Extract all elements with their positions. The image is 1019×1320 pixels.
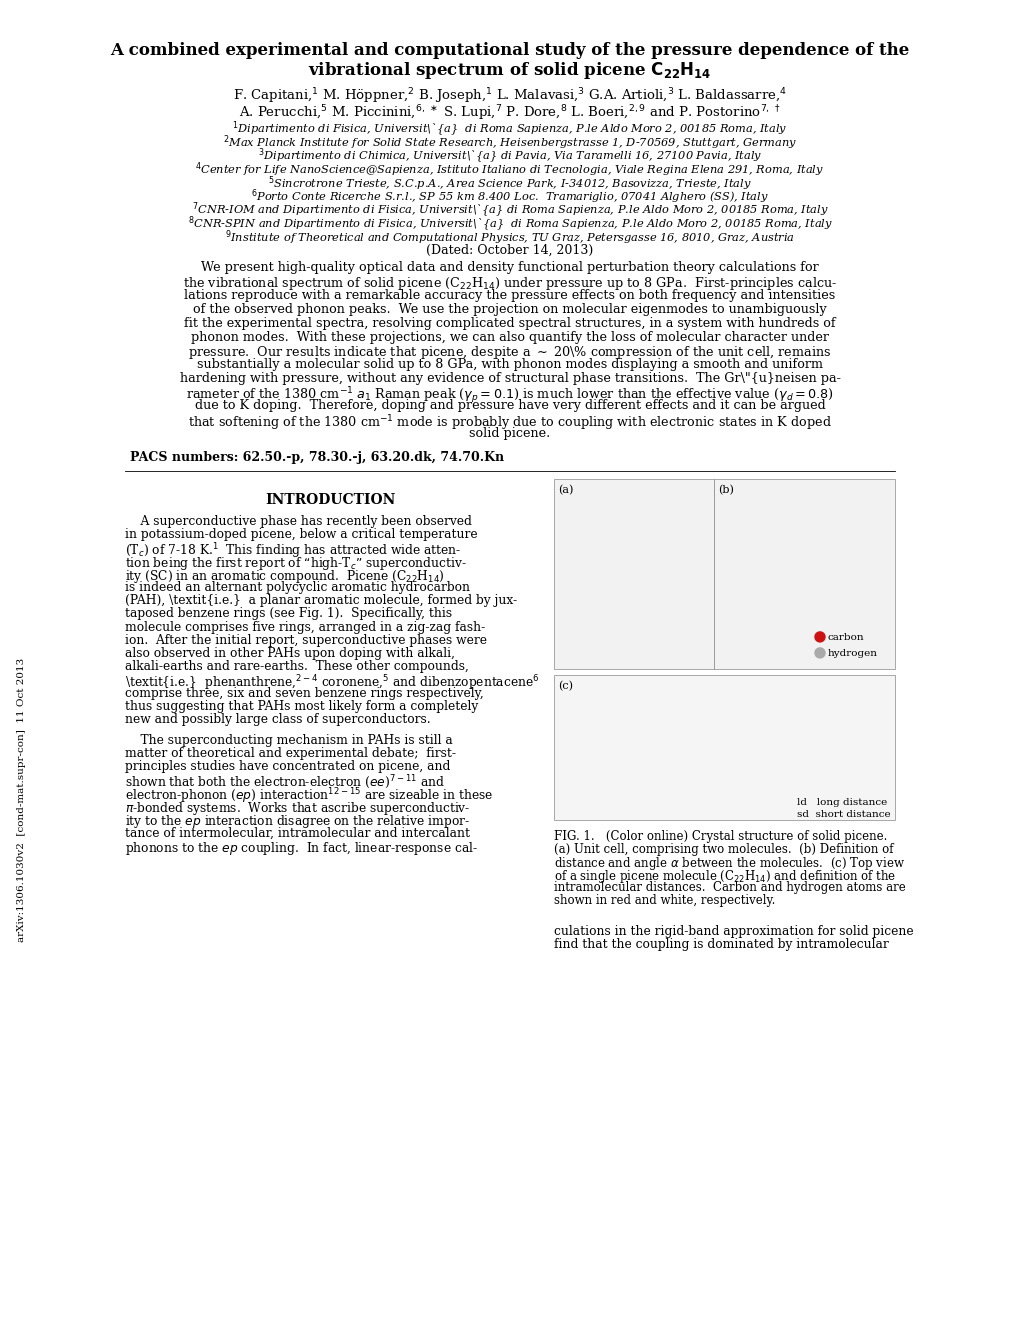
Text: new and possibly large class of superconductors.: new and possibly large class of supercon… bbox=[125, 713, 430, 726]
Text: (Dated: October 14, 2013): (Dated: October 14, 2013) bbox=[426, 243, 593, 256]
Text: A superconductive phase has recently been observed: A superconductive phase has recently bee… bbox=[125, 515, 472, 528]
Text: molecule comprises five rings, arranged in a zig-zag fash-: molecule comprises five rings, arranged … bbox=[125, 620, 485, 634]
Text: pressure.  Our results indicate that picene, despite a $\sim$ 20\% compression o: pressure. Our results indicate that pice… bbox=[189, 345, 830, 362]
Text: is indeed an alternant polycyclic aromatic hydrocarbon: is indeed an alternant polycyclic aromat… bbox=[125, 581, 470, 594]
Text: alkali-earths and rare-earths.  These other compounds,: alkali-earths and rare-earths. These oth… bbox=[125, 660, 469, 673]
Text: (a) Unit cell, comprising two molecules.  (b) Definition of: (a) Unit cell, comprising two molecules.… bbox=[553, 842, 893, 855]
Text: ld   long distance: ld long distance bbox=[796, 797, 887, 807]
Text: F. Capitani,$^1$ M. H$\ddot{\rm o}$ppner,$^2$ B. Joseph,$^1$ L. Malavasi,$^3$ G.: F. Capitani,$^1$ M. H$\ddot{\rm o}$ppner… bbox=[232, 86, 787, 106]
Text: ity to the $ep$ interaction disagree on the relative impor-: ity to the $ep$ interaction disagree on … bbox=[125, 813, 470, 830]
Text: $^6$Porto Conte Ricerche S.r.l., SP 55 km 8.400 Loc.  Tramariglio, 07041 Alghero: $^6$Porto Conte Ricerche S.r.l., SP 55 k… bbox=[251, 187, 768, 206]
Text: tance of intermolecular, intramolecular and intercalant: tance of intermolecular, intramolecular … bbox=[125, 826, 470, 840]
Text: substantially a molecular solid up to 8 GPa, with phonon modes displaying a smoo: substantially a molecular solid up to 8 … bbox=[197, 358, 822, 371]
Text: shown in red and white, respectively.: shown in red and white, respectively. bbox=[553, 894, 774, 907]
Text: FIG. 1.   (Color online) Crystal structure of solid picene.: FIG. 1. (Color online) Crystal structure… bbox=[553, 830, 887, 843]
Text: hardening with pressure, without any evidence of structural phase transitions.  : hardening with pressure, without any evi… bbox=[179, 372, 840, 385]
Text: of the observed phonon peaks.  We use the projection on molecular eigenmodes to : of the observed phonon peaks. We use the… bbox=[193, 302, 826, 315]
Text: lations reproduce with a remarkable accuracy the pressure effects on both freque: lations reproduce with a remarkable accu… bbox=[184, 289, 835, 302]
Text: ity (SC) in an aromatic compound.  Picene (C$_{22}$H$_{14}$): ity (SC) in an aromatic compound. Picene… bbox=[125, 568, 444, 585]
Text: $^5$Sincrotrone Trieste, S.C.p.A., Area Science Park, I-34012, Basovizza, Triest: $^5$Sincrotrone Trieste, S.C.p.A., Area … bbox=[268, 174, 751, 193]
Circle shape bbox=[814, 648, 824, 657]
Text: \textit{i.e.}  phenanthrene,$^{2-4}$ coronene,$^5$ and dibenzopentacene$^6$: \textit{i.e.} phenanthrene,$^{2-4}$ coro… bbox=[125, 673, 539, 693]
Text: $^3$Dipartimento di Chimica, Universit\`{a} di Pavia, Via Taramelli 16, 27100 Pa: $^3$Dipartimento di Chimica, Universit\`… bbox=[258, 147, 761, 166]
Text: A. Perucchi,$^5$ M. Piccinini,$^{6,\,\ast}$ S. Lupi,$^7$ P. Dore,$^8$ L. Boeri,$: A. Perucchi,$^5$ M. Piccinini,$^{6,\,\as… bbox=[239, 103, 780, 123]
Text: $^4$Center for Life NanoScience@Sapienza, Istituto Italiano di Tecnologia, Viale: $^4$Center for Life NanoScience@Sapienza… bbox=[196, 161, 823, 180]
Text: solid picene.: solid picene. bbox=[469, 428, 550, 440]
Text: $^9$Institute of Theoretical and Computational Physics, TU Graz, Petersgasse 16,: $^9$Institute of Theoretical and Computa… bbox=[225, 228, 794, 247]
Text: phonon modes.  With these projections, we can also quantify the loss of molecula: phonon modes. With these projections, we… bbox=[191, 330, 828, 343]
Text: The superconducting mechanism in PAHs is still a: The superconducting mechanism in PAHs is… bbox=[125, 734, 452, 747]
Text: We present high-quality optical data and density functional perturbation theory : We present high-quality optical data and… bbox=[201, 261, 818, 275]
Text: culations in the rigid-band approximation for solid picene: culations in the rigid-band approximatio… bbox=[553, 925, 913, 937]
Text: ion.  After the initial report, superconductive phases were: ion. After the initial report, supercond… bbox=[125, 634, 486, 647]
Text: (T$_c$) of 7-18 K.$^1$  This finding has attracted wide atten-: (T$_c$) of 7-18 K.$^1$ This finding has … bbox=[125, 541, 461, 561]
Text: distance and angle $\alpha$ between the molecules.  (c) Top view: distance and angle $\alpha$ between the … bbox=[553, 855, 904, 873]
Text: rameter of the 1380 cm$^{-1}$ $a_1$ Raman peak ($\gamma_p = 0.1$) is much lower : rameter of the 1380 cm$^{-1}$ $a_1$ Rama… bbox=[185, 385, 834, 407]
Text: electron-phonon ($ep$) interaction$^{12-15}$ are sizeable in these: electron-phonon ($ep$) interaction$^{12-… bbox=[125, 787, 493, 807]
Bar bbox=[713, 479, 894, 669]
Text: A combined experimental and computational study of the pressure dependence of th: A combined experimental and computationa… bbox=[110, 42, 909, 59]
Text: arXiv:1306.1030v2  [cond-mat.supr-con]  11 Oct 2013: arXiv:1306.1030v2 [cond-mat.supr-con] 11… bbox=[17, 657, 26, 942]
Text: due to K doping.  Therefore, doping and pressure have very different effects and: due to K doping. Therefore, doping and p… bbox=[195, 400, 824, 412]
Text: $\pi$-bonded systems.  Works that ascribe superconductiv-: $\pi$-bonded systems. Works that ascribe… bbox=[125, 800, 470, 817]
Bar bbox=[553, 479, 713, 669]
Text: (c): (c) bbox=[557, 681, 573, 692]
Text: comprise three, six and seven benzene rings respectively,: comprise three, six and seven benzene ri… bbox=[125, 686, 483, 700]
Text: phonons to the $ep$ coupling.  In fact, linear-response cal-: phonons to the $ep$ coupling. In fact, l… bbox=[125, 840, 478, 857]
Text: principles studies have concentrated on picene, and: principles studies have concentrated on … bbox=[125, 760, 450, 774]
Text: vibrational spectrum of solid picene $\mathbf{C_{22}H_{14}}$: vibrational spectrum of solid picene $\m… bbox=[308, 59, 711, 81]
Text: $^7$CNR-IOM and Dipartimento di Fisica, Universit\`{a} di Roma Sapienza, P.le Al: $^7$CNR-IOM and Dipartimento di Fisica, … bbox=[192, 201, 827, 220]
Text: sd  short distance: sd short distance bbox=[796, 810, 890, 818]
Text: carbon: carbon bbox=[827, 632, 864, 642]
Text: the vibrational spectrum of solid picene (C$_{22}$H$_{14}$) under pressure up to: the vibrational spectrum of solid picene… bbox=[182, 276, 837, 292]
Text: also observed in other PAHs upon doping with alkali,: also observed in other PAHs upon doping … bbox=[125, 647, 454, 660]
Text: of a single picene molecule (C$_{22}$H$_{14}$) and definition of the: of a single picene molecule (C$_{22}$H$_… bbox=[553, 869, 896, 886]
Text: (PAH), \textit{i.e.}  a planar aromatic molecule, formed by jux-: (PAH), \textit{i.e.} a planar aromatic m… bbox=[125, 594, 517, 607]
Text: find that the coupling is dominated by intramolecular: find that the coupling is dominated by i… bbox=[553, 939, 888, 950]
Text: fit the experimental spectra, resolving complicated spectral structures, in a sy: fit the experimental spectra, resolving … bbox=[184, 317, 835, 330]
Text: that softening of the 1380 cm$^{-1}$ mode is probably due to coupling with elect: that softening of the 1380 cm$^{-1}$ mod… bbox=[187, 413, 832, 433]
Text: INTRODUCTION: INTRODUCTION bbox=[265, 492, 395, 507]
Text: (b): (b) bbox=[717, 484, 734, 495]
Text: thus suggesting that PAHs most likely form a completely: thus suggesting that PAHs most likely fo… bbox=[125, 700, 478, 713]
Text: hydrogen: hydrogen bbox=[827, 649, 877, 657]
Bar bbox=[553, 675, 894, 820]
Text: $^1$Dipartimento di Fisica, Universit\`{a}  di Roma Sapienza, P.le Aldo Moro 2, : $^1$Dipartimento di Fisica, Universit\`{… bbox=[232, 120, 787, 139]
Text: matter of theoretical and experimental debate;  first-: matter of theoretical and experimental d… bbox=[125, 747, 455, 760]
Text: tion being the first report of “high-T$_c$” superconductiv-: tion being the first report of “high-T$_… bbox=[125, 554, 466, 572]
Text: $^2$Max Planck Institute for Solid State Research, Heisenbergstrasse 1, D-70569,: $^2$Max Planck Institute for Solid State… bbox=[223, 133, 796, 152]
Text: PACS numbers: 62.50.-p, 78.30.-j, 63.20.dk, 74.70.Kn: PACS numbers: 62.50.-p, 78.30.-j, 63.20.… bbox=[129, 451, 503, 463]
Text: $^8$CNR-SPIN and Dipartimento di Fisica, Universit\`{a}  di Roma Sapienza, P.le : $^8$CNR-SPIN and Dipartimento di Fisica,… bbox=[187, 214, 832, 234]
Text: intramolecular distances.  Carbon and hydrogen atoms are: intramolecular distances. Carbon and hyd… bbox=[553, 882, 905, 894]
Text: in potassium-doped picene, below a critical temperature: in potassium-doped picene, below a criti… bbox=[125, 528, 477, 541]
Circle shape bbox=[814, 632, 824, 642]
Text: (a): (a) bbox=[557, 484, 573, 495]
Text: taposed benzene rings (see Fig. 1).  Specifically, this: taposed benzene rings (see Fig. 1). Spec… bbox=[125, 607, 451, 620]
Text: shown that both the electron-electron ($ee$)$^{7-11}$ and: shown that both the electron-electron ($… bbox=[125, 774, 444, 792]
